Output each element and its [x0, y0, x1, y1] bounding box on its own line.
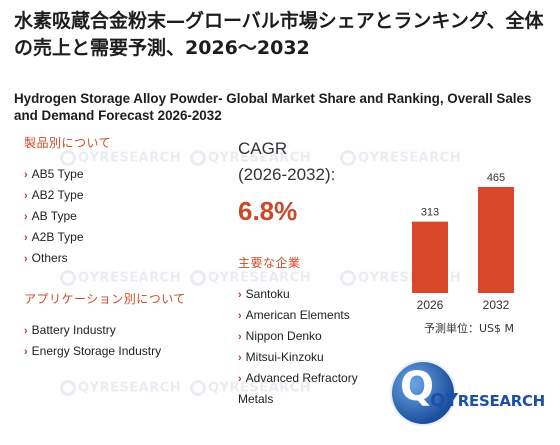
player-item: › American Elements — [238, 305, 368, 326]
application-item: › Battery Industry — [24, 320, 161, 341]
product-item-label: Others — [31, 251, 68, 265]
watermark: QYRESEARCH — [60, 380, 181, 396]
chevron-right-icon: › — [238, 310, 242, 322]
chevron-right-icon: › — [238, 331, 242, 343]
bar-value-label: 313 — [421, 207, 439, 219]
product-item-label: AB2 Type — [31, 188, 84, 202]
globe-icon: Q — [392, 362, 454, 424]
bar-2032 — [478, 187, 514, 293]
player-item-label: American Elements — [245, 308, 350, 322]
watermark: QYRESEARCH — [60, 270, 181, 286]
product-item-label: AB Type — [31, 209, 77, 223]
player-item-label: Mitsui-Kinzoku — [245, 350, 324, 364]
chevron-right-icon: › — [24, 325, 28, 337]
player-item: › Mitsui-Kinzoku — [238, 347, 368, 368]
player-item-label: Nippon Denko — [245, 329, 322, 343]
bar-2026 — [412, 221, 448, 293]
product-item: › AB2 Type — [24, 185, 84, 206]
product-item-label: A2B Type — [31, 230, 84, 244]
cagr-label: CAGR (2026-2032): — [238, 136, 335, 188]
chevron-right-icon: › — [238, 352, 242, 364]
cagr-period: (2026-2032): — [238, 165, 336, 184]
chevron-right-icon: › — [24, 346, 28, 358]
application-item-label: Energy Storage Industry — [31, 344, 162, 358]
player-item-label: Advanced Refractory Metals — [238, 371, 358, 406]
application-section-heading: アプリケーション別について — [24, 292, 186, 306]
product-item: › AB Type — [24, 206, 84, 227]
qyresearch-logo: Q QYRESEARCH — [392, 362, 545, 432]
players-section-heading: 主要な企業 — [238, 256, 301, 270]
watermark: QYRESEARCH — [340, 150, 461, 166]
x-tick-label: 2026 — [417, 298, 444, 312]
chevron-right-icon: › — [24, 211, 28, 223]
forecast-unit-label: 予測単位：US$ M — [424, 322, 515, 335]
product-item: › AB5 Type — [24, 164, 84, 185]
chevron-right-icon: › — [24, 253, 28, 265]
cagr-value: 6.8% — [238, 196, 298, 226]
x-tick-label: 2032 — [483, 298, 510, 312]
product-item-label: AB5 Type — [31, 167, 84, 181]
page-title-japanese: 水素吸蔵合金粉末—グローバル市場シェアとランキング、全体の売上と需要予測、202… — [14, 10, 544, 59]
chevron-right-icon: › — [24, 190, 28, 202]
player-item: › Nippon Denko — [238, 326, 368, 347]
player-item: › Advanced Refractory Metals — [238, 368, 368, 409]
product-section-heading: 製品別について — [24, 136, 112, 150]
player-item-label: Santoku — [245, 287, 290, 301]
chevron-right-icon: › — [24, 232, 28, 244]
logo-text: QYRESEARCH — [430, 390, 545, 411]
chevron-right-icon: › — [24, 169, 28, 181]
product-item: › A2B Type — [24, 227, 84, 248]
product-list: › AB5 Type › AB2 Type › AB Type › A2B Type › Othe… — [24, 164, 84, 269]
chevron-right-icon: › — [238, 289, 242, 301]
application-item-label: Battery Industry — [31, 323, 116, 337]
forecast-bar-chart: 313 2026 465 2032 — [412, 172, 514, 312]
page-title-english: Hydrogen Storage Alloy Powder- Global Ma… — [14, 91, 532, 123]
application-item: › Energy Storage Industry — [24, 341, 161, 362]
cagr-title: CAGR — [238, 139, 288, 158]
product-item: › Others — [24, 248, 84, 269]
bar-value-label: 465 — [487, 172, 505, 184]
chevron-right-icon: › — [238, 373, 242, 385]
application-list: › Battery Industry › Energy Storage Industr… — [24, 320, 161, 362]
players-list: › Santoku › American Elements › Nippon Denko ›… — [238, 284, 368, 409]
player-item: › Santoku — [238, 284, 368, 305]
